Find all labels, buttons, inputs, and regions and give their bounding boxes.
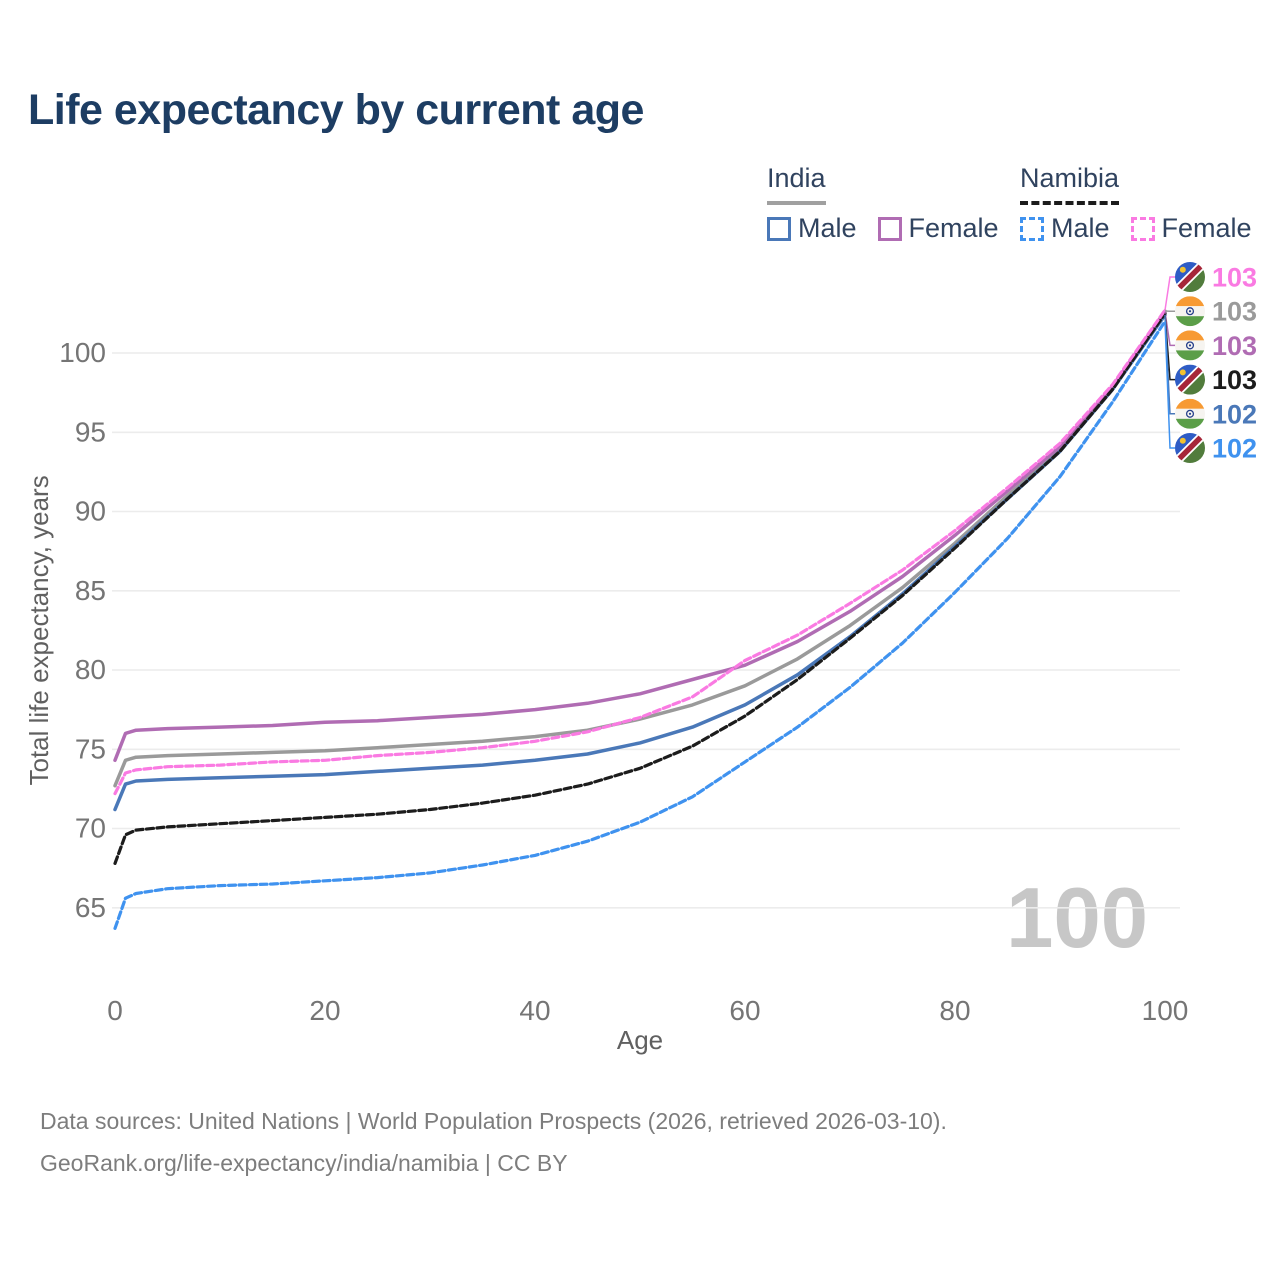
- india-flag-icon: [1175, 398, 1205, 429]
- legend-item-india-male[interactable]: Male: [767, 213, 878, 244]
- namibia-flag-icon: [1175, 433, 1205, 463]
- legend-label-india-male: Male: [798, 213, 857, 243]
- series-line-india-male[interactable]: [113, 313, 1167, 812]
- y-tick-70: 70: [75, 813, 106, 844]
- x-tick-60: 60: [729, 995, 760, 1026]
- y-tick-75: 75: [75, 733, 106, 764]
- india-flag-icon: [1175, 296, 1205, 327]
- legend-label-namibia-female: Female: [1161, 213, 1252, 243]
- legend-country-namibia[interactable]: Namibia: [1020, 163, 1120, 205]
- legend-label-namibia-male: Male: [1051, 213, 1110, 243]
- namibia-flag-icon: [1175, 364, 1205, 395]
- y-tick-95: 95: [75, 416, 106, 447]
- end-label-india-female[interactable]: 103: [1164, 311, 1257, 361]
- legend-group-india: India Male Female: [767, 163, 1020, 244]
- x-tick-20: 20: [309, 995, 340, 1026]
- svg-text:103: 103: [1212, 263, 1257, 293]
- india-flag-icon: [1175, 330, 1205, 361]
- series-line-namibia-male[interactable]: [113, 319, 1167, 931]
- svg-text:102: 102: [1212, 434, 1257, 464]
- svg-text:103: 103: [1212, 331, 1257, 361]
- y-tick-90: 90: [75, 496, 106, 527]
- svg-text:103: 103: [1212, 365, 1257, 395]
- end-label-namibia-male[interactable]: 102: [1164, 321, 1257, 464]
- end-label-namibia-female[interactable]: 103: [1164, 262, 1257, 311]
- legend-item-india-female[interactable]: Female: [877, 213, 1020, 244]
- end-label-india-male[interactable]: 102: [1164, 314, 1257, 429]
- y-axis-title: Total life expectancy, years: [24, 475, 54, 785]
- namibia-female-swatch: [1130, 216, 1155, 241]
- data-sources-note: Data sources: United Nations | World Pop…: [40, 1108, 947, 1134]
- legend-item-namibia-female[interactable]: Female: [1130, 213, 1273, 244]
- series-line-india-total[interactable]: [113, 309, 1167, 788]
- x-tick-40: 40: [519, 995, 550, 1026]
- svg-text:102: 102: [1212, 399, 1257, 429]
- age-indicator-watermark: 100: [1006, 871, 1148, 966]
- india-female-swatch: [877, 216, 902, 241]
- namibia-male-swatch: [1020, 216, 1044, 241]
- legend-label-india-female: Female: [908, 213, 999, 243]
- india-male-swatch: [767, 216, 791, 241]
- x-tick-80: 80: [939, 995, 970, 1026]
- y-tick-100: 100: [59, 337, 106, 368]
- y-tick-65: 65: [75, 892, 106, 923]
- y-tick-80: 80: [75, 654, 106, 685]
- end-label-namibia-total[interactable]: 103: [1164, 313, 1257, 395]
- series-line-namibia-total[interactable]: [113, 311, 1167, 866]
- legend-country-india[interactable]: India: [767, 163, 826, 205]
- series-line-namibia-female[interactable]: [113, 308, 1167, 796]
- legend-item-namibia-male[interactable]: Male: [1020, 213, 1131, 244]
- y-tick-85: 85: [75, 575, 106, 606]
- page-title: Life expectancy by current age: [28, 86, 644, 134]
- source-url-note: GeoRank.org/life-expectancy/india/namibi…: [40, 1150, 568, 1176]
- series-line-india-female[interactable]: [113, 310, 1167, 763]
- svg-text:103: 103: [1212, 297, 1257, 327]
- x-tick-0: 0: [107, 995, 123, 1026]
- namibia-flag-icon: [1175, 262, 1205, 292]
- legend-group-namibia: Namibia Male Female: [1020, 163, 1273, 244]
- end-label-india-total[interactable]: 103: [1164, 296, 1257, 327]
- x-axis-title: Age: [617, 1025, 663, 1055]
- x-tick-100: 100: [1142, 995, 1189, 1026]
